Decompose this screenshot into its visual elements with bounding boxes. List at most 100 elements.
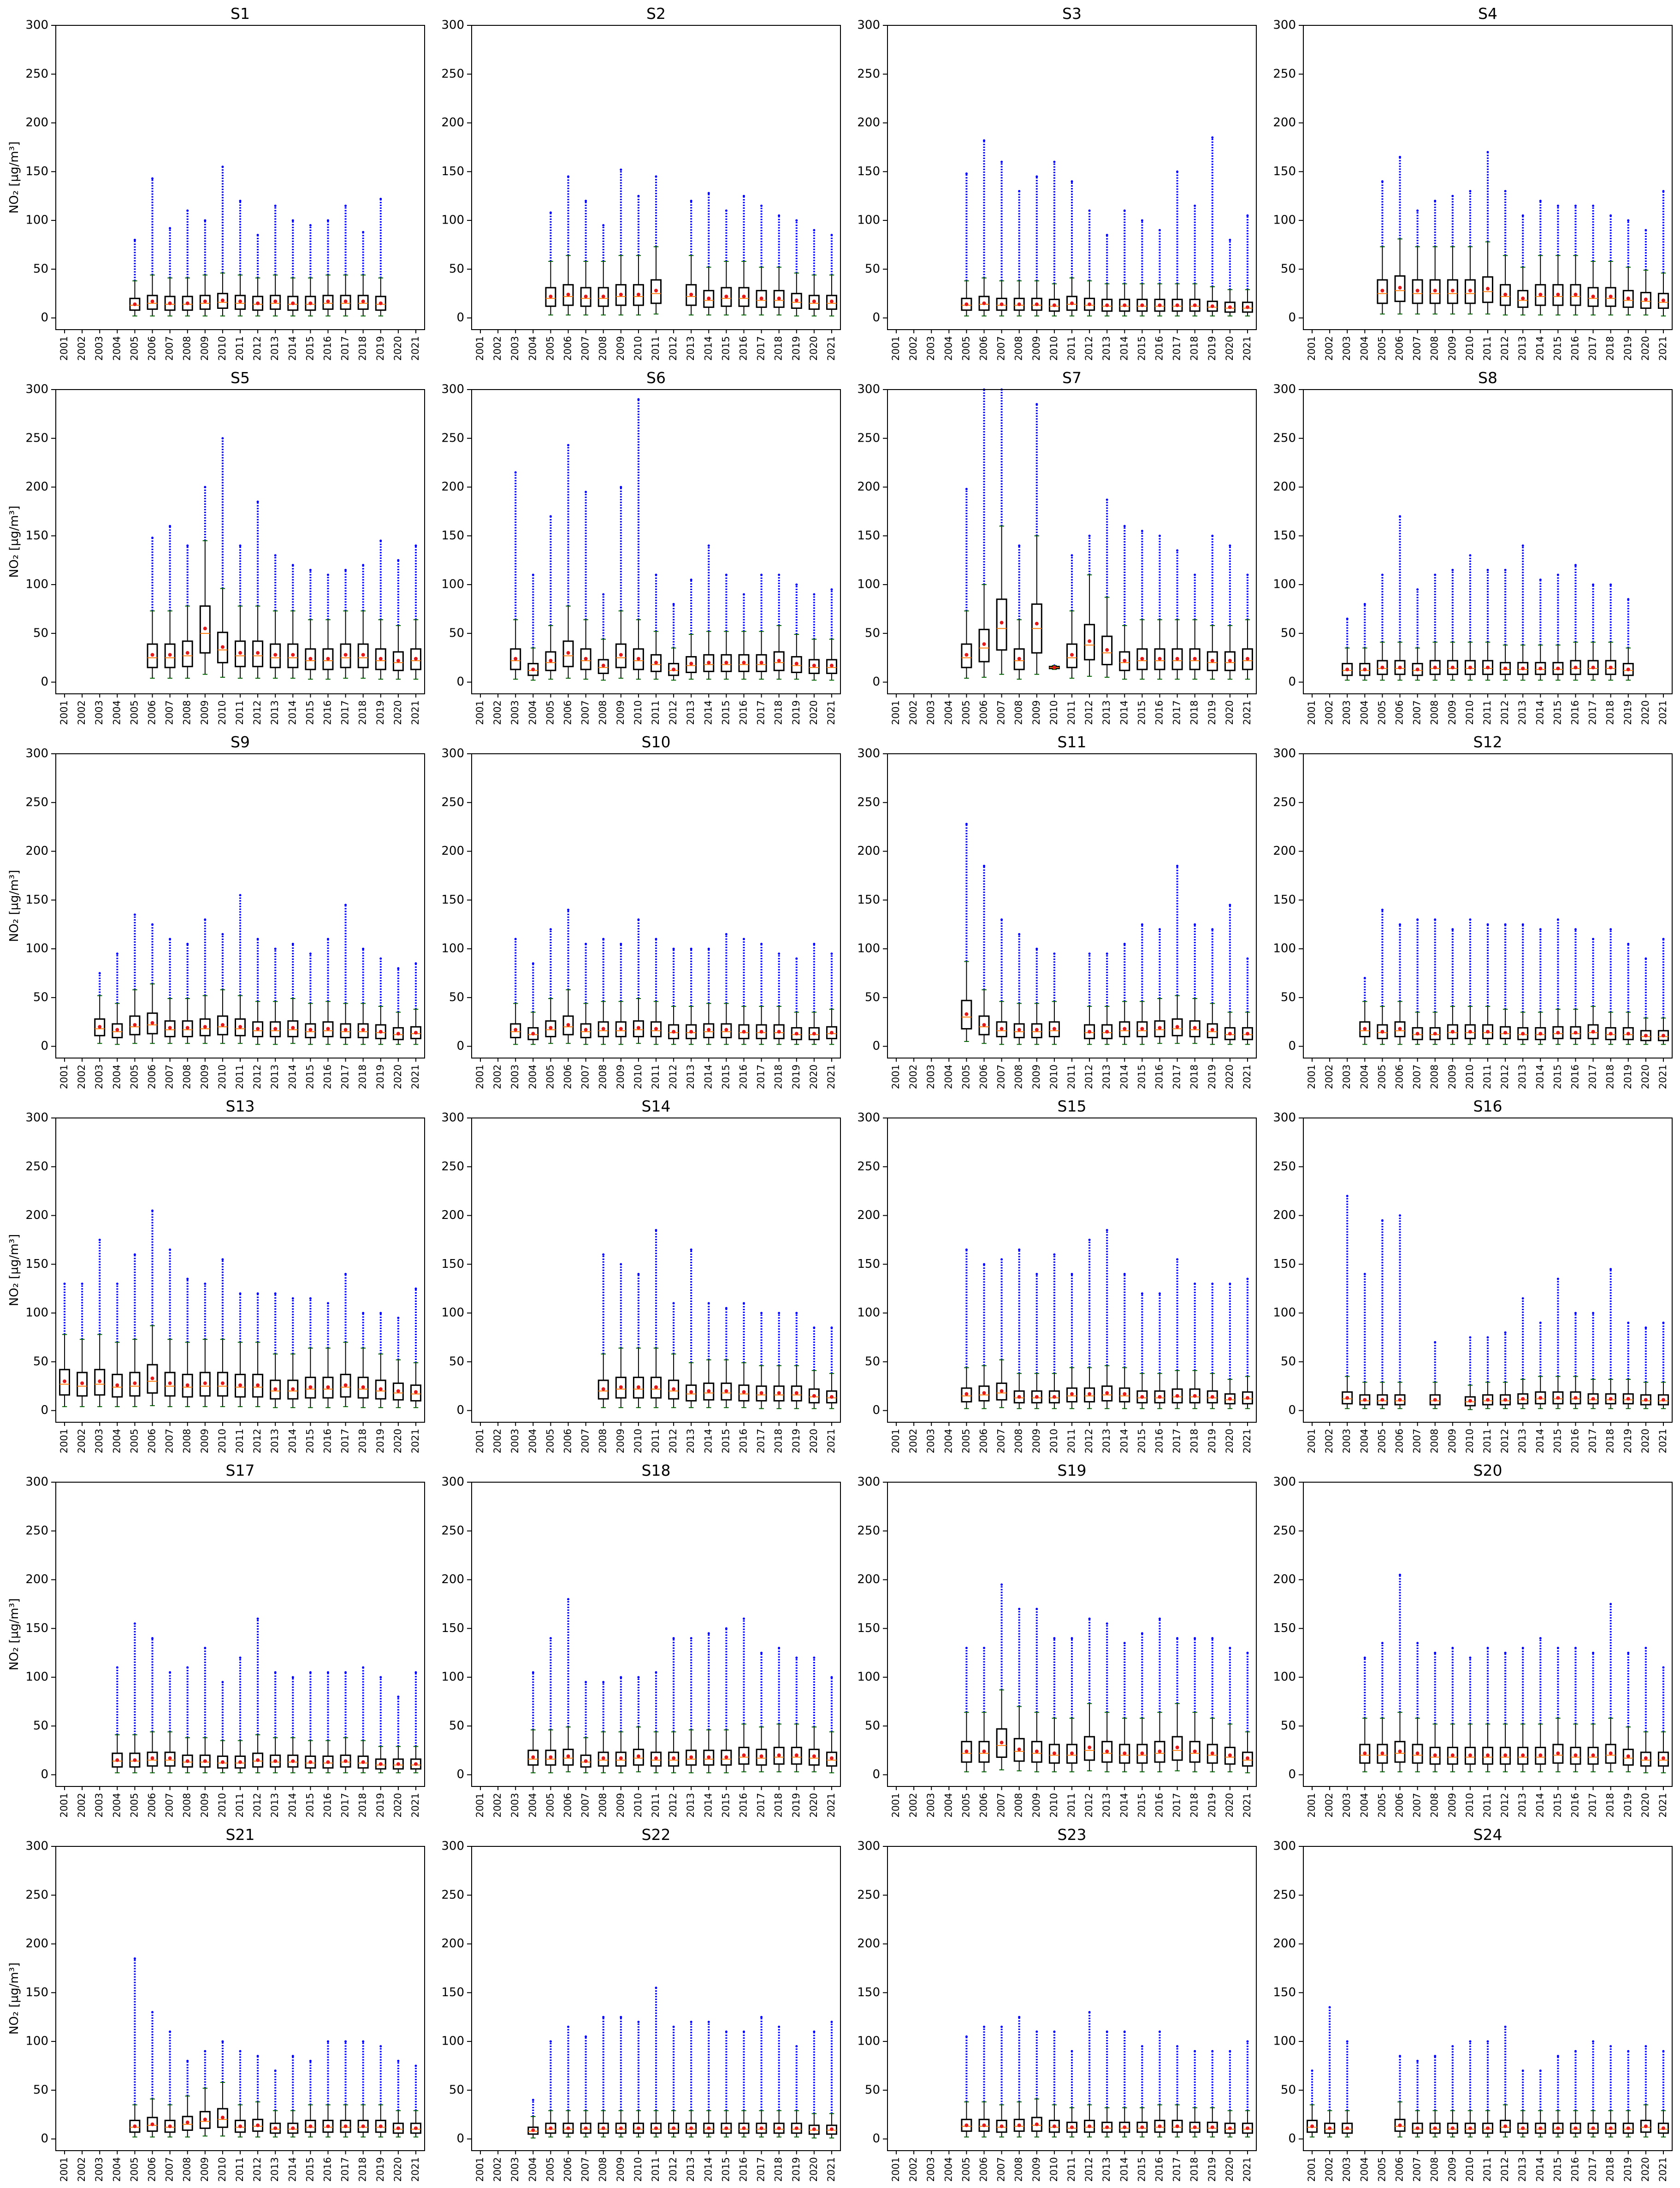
flier-max: [379, 1676, 382, 1679]
mean: [238, 1383, 242, 1387]
box: [199, 2111, 211, 2129]
box: [357, 643, 369, 668]
flier-max: [690, 1637, 692, 1639]
x-tick-label: 2007: [996, 1064, 1007, 1089]
flier-max: [239, 894, 242, 897]
y-tick-label: 100: [441, 2034, 464, 2048]
x-tick-label: 2010: [1048, 1064, 1059, 1089]
mean: [1556, 1031, 1560, 1035]
y-tick-label: 300: [441, 383, 464, 396]
x-tick-label: 2005: [544, 1064, 556, 1089]
y-axis-label: NO₂ [µg/m³]: [7, 1963, 21, 2034]
mean: [1193, 303, 1197, 308]
flier-max: [760, 1312, 763, 1314]
mean: [220, 1023, 225, 1027]
flier-max: [795, 219, 798, 222]
x-tick-label: 2016: [738, 1429, 749, 1453]
box: [996, 2119, 1007, 2133]
mean: [361, 1028, 365, 1032]
x-tick-label: 2016: [738, 336, 749, 361]
mean: [1210, 2125, 1214, 2129]
flier-max: [151, 537, 154, 539]
y-tick-label: 300: [1273, 1111, 1296, 1125]
plot-frame: [887, 1846, 1257, 2151]
x-tick-label: 2010: [217, 336, 228, 361]
box: [340, 643, 351, 668]
y-axis-label: NO₂ [µg/m³]: [7, 1598, 21, 1670]
plot-frame: [887, 1118, 1257, 1423]
x-tick-label: 2019: [375, 336, 386, 361]
x-tick-label: 2002: [492, 2157, 503, 2182]
mean: [1644, 297, 1648, 302]
mean: [1140, 1027, 1144, 1031]
box: [235, 640, 246, 668]
mean: [619, 292, 623, 296]
box: [252, 640, 264, 668]
box: [392, 1758, 404, 1770]
box: [1242, 1751, 1253, 1767]
mean: [1000, 1389, 1004, 1393]
flier-max: [549, 211, 552, 214]
box: [235, 2119, 246, 2133]
flier-max: [151, 923, 154, 926]
mean: [1538, 292, 1543, 296]
mean: [1228, 305, 1232, 309]
x-tick-label: 2005: [960, 700, 971, 725]
flier-max: [1592, 583, 1595, 586]
x-tick-label: 2017: [1171, 1064, 1183, 1089]
box: [597, 1379, 609, 1400]
box: [808, 2124, 820, 2135]
mean: [601, 663, 605, 668]
x-tick-label: 2002: [492, 700, 503, 725]
box: [756, 1385, 767, 1402]
box: [1605, 287, 1616, 307]
flier-max: [256, 2055, 259, 2058]
box: [182, 640, 193, 668]
flier-max: [1176, 1637, 1179, 1639]
box: [270, 1754, 281, 1768]
x-tick-label: 2007: [164, 1793, 175, 1817]
flier-max: [1229, 238, 1231, 241]
x-tick-label: 2009: [199, 336, 210, 361]
y-tick-label: 100: [441, 1306, 464, 1320]
flier-max: [291, 564, 294, 567]
x-tick-label: 2018: [357, 1793, 368, 1817]
mean: [1433, 1753, 1437, 1757]
box: [1622, 1749, 1634, 1766]
mean: [689, 1390, 693, 1394]
box: [252, 2118, 264, 2132]
x-tick-label: 2018: [357, 700, 368, 725]
panel-title: S11: [1058, 733, 1087, 751]
box: [615, 1021, 627, 1037]
panel-title: S8: [1478, 369, 1497, 387]
x-tick-label: 2002: [76, 1064, 87, 1089]
mean: [343, 1759, 348, 1763]
box: [322, 1021, 334, 1037]
mean: [1245, 305, 1249, 309]
y-tick-label: 150: [25, 165, 48, 178]
mean: [1380, 1751, 1384, 1756]
box: [164, 2119, 176, 2133]
mean: [98, 1025, 102, 1029]
mean: [361, 299, 365, 303]
mean: [531, 1032, 535, 1036]
x-tick-label: 2006: [1394, 336, 1405, 361]
x-tick-label: 2018: [357, 1429, 368, 1453]
y-tick-label: 50: [1281, 626, 1296, 640]
flier-max: [1246, 2040, 1249, 2043]
y-tick-label: 0: [456, 2132, 464, 2146]
x-tick-label: 2003: [509, 1793, 521, 1817]
x-tick-label: 2013: [685, 700, 696, 725]
x-tick-label: 2013: [269, 1429, 280, 1453]
mean: [1175, 2124, 1179, 2129]
box: [703, 654, 715, 672]
y-tick-label: 0: [456, 1403, 464, 1417]
box: [375, 1024, 386, 1040]
box: [1657, 1394, 1669, 1406]
x-tick-label: 2014: [1118, 336, 1130, 361]
x-tick-label: 2015: [1552, 1793, 1563, 1817]
x-tick-label: 2018: [1189, 1064, 1200, 1089]
box: [1570, 1026, 1581, 1040]
